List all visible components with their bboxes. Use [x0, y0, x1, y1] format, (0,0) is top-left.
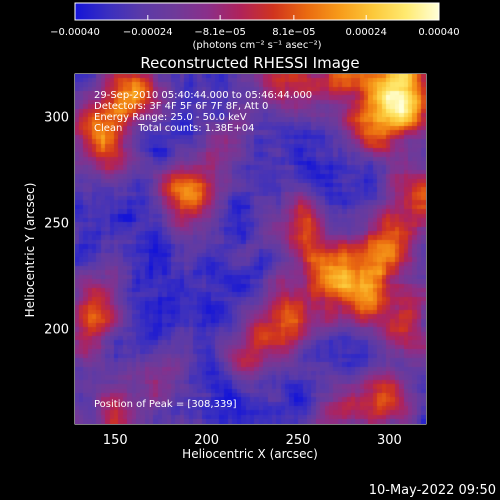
x-tick-label: 200: [194, 433, 219, 448]
colorbar-tick-label: −8.1e−05: [194, 27, 246, 38]
colorbar-units-label: (photons cm⁻² s⁻¹ asec⁻²): [192, 40, 321, 51]
colorbar-tick-label: 0.00024: [346, 27, 387, 38]
x-tick-label: 300: [377, 433, 402, 448]
timestamp: 10-May-2022 09:50: [369, 483, 496, 498]
x-tick-label: 250: [286, 433, 311, 448]
y-tick-label: 200: [44, 323, 69, 338]
x-tick-label: 150: [103, 433, 128, 448]
colorbar-ticks: −0.00040 −0.00024 −8.1e−05 8.1e−05 0.00024 0.…: [50, 15, 460, 38]
y-tick-label: 250: [44, 216, 69, 231]
x-axis-label: Heliocentric X (arcsec): [182, 447, 318, 461]
chart-title: Reconstructed RHESSI Image: [140, 54, 359, 72]
y-tick-label: 300: [44, 110, 69, 125]
colorbar-tick-label: −0.00040: [50, 27, 100, 38]
colorbar-fill: [74, 2, 440, 21]
colorbar-tick-label: 8.1e−05: [272, 27, 315, 38]
colorbar: −0.00040 −0.00024 −8.1e−05 8.1e−05 0.00024 0.…: [50, 2, 460, 51]
colorbar-tick-label: −0.00024: [123, 27, 173, 38]
colorbar-tick-label: 0.00040: [418, 27, 459, 38]
y-axis-label: Heliocentric Y (arcsec): [23, 183, 37, 318]
heatmap-image: [75, 74, 426, 424]
